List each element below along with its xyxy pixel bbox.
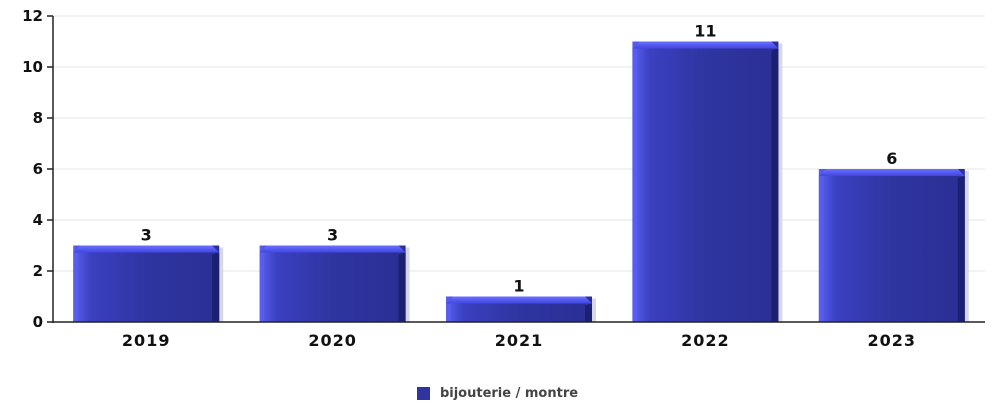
bar — [818, 169, 969, 322]
bar-side — [212, 252, 220, 322]
x-tick-label: 2020 — [308, 331, 357, 350]
bar-highlight — [632, 48, 638, 322]
y-tick-label: 6 — [33, 160, 43, 178]
bar-top — [632, 41, 779, 49]
bar-side — [771, 48, 779, 322]
bar — [446, 296, 596, 322]
bar — [73, 245, 224, 322]
x-tick-label: 2021 — [495, 331, 544, 350]
bar-body — [73, 245, 220, 322]
x-tick-label: 2022 — [681, 331, 730, 350]
bar-highlight — [446, 303, 451, 322]
bar-top — [73, 245, 220, 253]
data-label: 3 — [327, 226, 338, 245]
bar-side — [957, 176, 965, 322]
y-ticks: 0 2 4 6 8 10 12 — [22, 7, 53, 331]
bar-top — [446, 296, 592, 304]
y-tick-label: 2 — [33, 262, 43, 280]
bar-side — [585, 303, 592, 322]
y-tick-label: 0 — [33, 313, 43, 331]
y-tick-label: 10 — [22, 58, 43, 76]
legend-label: bijouterie / montre — [439, 386, 579, 401]
x-tick-label: 2023 — [868, 331, 917, 350]
x-ticks: 2019 2020 2021 2022 2023 — [122, 331, 917, 350]
data-label: 1 — [513, 277, 524, 296]
bar-body — [818, 169, 965, 322]
bar — [632, 41, 783, 322]
legend: bijouterie / montre — [0, 386, 995, 401]
legend-swatch — [416, 387, 430, 400]
y-tick-label: 8 — [33, 109, 43, 127]
bar-highlight — [259, 252, 265, 322]
y-tick-label: 12 — [22, 7, 43, 25]
data-label: 6 — [886, 149, 897, 168]
bar-top — [818, 169, 965, 176]
bars — [73, 41, 969, 322]
bar — [259, 245, 410, 322]
data-label: 3 — [141, 226, 152, 245]
x-tick-label: 2019 — [122, 331, 171, 350]
bar-body — [259, 245, 406, 322]
bar-side — [398, 252, 406, 322]
bar-highlight — [818, 176, 824, 322]
bar-body — [632, 41, 779, 322]
bar-highlight — [73, 252, 79, 322]
y-tick-label: 4 — [33, 211, 43, 229]
data-label: 11 — [694, 22, 716, 41]
bar-top — [259, 245, 406, 253]
